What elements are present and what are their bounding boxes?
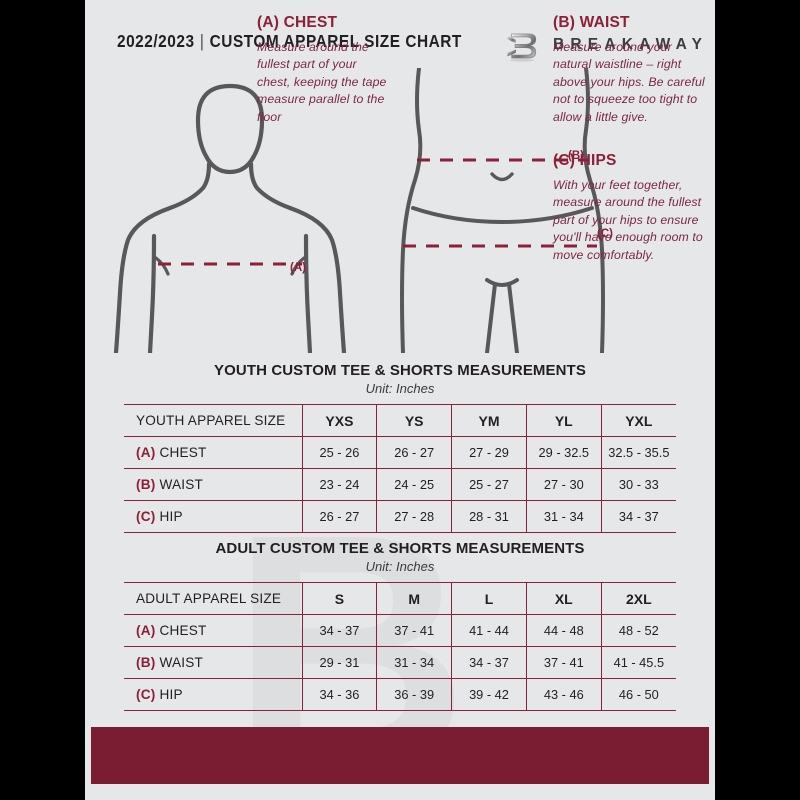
adult-cell-1-1: 31 - 34 xyxy=(376,646,453,679)
navel-icon xyxy=(490,172,514,182)
youth-row-label-1: (B) WAIST xyxy=(124,468,303,501)
table-header-row: ADULT APPAREL SIZE S M L XL 2XL xyxy=(124,582,676,615)
callout-chest-body: Measure around the fullest part of your … xyxy=(257,40,387,124)
youth-row-label-2: (C) HIP xyxy=(124,500,303,533)
youth-size-table: YOUTH APPAREL SIZE YXS YS YM YL YXL (A) … xyxy=(124,404,676,533)
lower-body-outline xyxy=(400,68,605,353)
youth-cell-2-0: 26 - 27 xyxy=(302,500,378,533)
waist-measure-label: (B) xyxy=(568,150,584,162)
size-chart-page: B 2022/2023 | CUSTOM APPAREL SIZE CHART xyxy=(85,0,715,800)
adult-size-col-3: XL xyxy=(526,582,602,615)
youth-size-header: YOUTH APPAREL SIZE xyxy=(124,404,303,437)
callout-waist-body: Measure around your natural waistline – … xyxy=(553,40,705,124)
callout-waist: (B) WAIST Measure around your natural wa… xyxy=(553,14,705,126)
table-row: (A) CHEST 25 - 26 26 - 27 27 - 29 29 - 3… xyxy=(124,436,676,469)
youth-cell-2-2: 28 - 31 xyxy=(451,500,527,533)
adult-cell-2-4: 46 - 50 xyxy=(601,678,676,711)
header-separator: | xyxy=(199,31,205,51)
youth-cell-2-3: 31 - 34 xyxy=(526,500,602,533)
adult-cell-1-4: 41 - 45.5 xyxy=(601,646,676,679)
youth-cell-1-0: 23 - 24 xyxy=(302,468,378,501)
footer-bar xyxy=(91,727,709,784)
adult-section-title: ADULT CUSTOM TEE & SHORTS MEASUREMENTS xyxy=(215,540,585,557)
table-row: (B) WAIST 29 - 31 31 - 34 34 - 37 37 - 4… xyxy=(124,646,676,679)
adult-row-label-0: (A) CHEST xyxy=(124,614,303,647)
adult-cell-1-3: 37 - 41 xyxy=(526,646,602,679)
callout-chest-heading: (A) CHEST xyxy=(257,14,338,31)
adult-cell-0-0: 34 - 37 xyxy=(302,614,378,647)
table-row: (A) CHEST 34 - 37 37 - 41 41 - 44 44 - 4… xyxy=(124,614,676,647)
youth-section-title: YOUTH CUSTOM TEE & SHORTS MEASUREMENTS xyxy=(214,362,586,379)
table-row: (C) HIP 34 - 36 36 - 39 39 - 42 43 - 46 … xyxy=(124,678,676,711)
youth-size-col-0: YXS xyxy=(302,404,378,437)
youth-cell-0-4: 32.5 - 35.5 xyxy=(601,436,676,469)
youth-cell-0-3: 29 - 32.5 xyxy=(526,436,602,469)
adult-cell-2-1: 36 - 39 xyxy=(376,678,453,711)
adult-cell-0-4: 48 - 52 xyxy=(601,614,676,647)
adult-cell-2-2: 39 - 42 xyxy=(451,678,527,711)
callout-hips-body: With your feet together, measure around … xyxy=(553,178,703,262)
chest-measure-label: (A) xyxy=(290,262,306,274)
youth-section-unit: Unit: Inches xyxy=(365,381,435,396)
header-title-group: 2022/2023 | CUSTOM APPAREL SIZE CHART xyxy=(117,31,462,52)
breakaway-b-logo-icon xyxy=(503,27,541,65)
adult-size-col-4: 2XL xyxy=(601,582,676,615)
callout-hips-heading: (C) HIPS xyxy=(553,152,617,169)
adult-cell-0-2: 41 - 44 xyxy=(451,614,527,647)
adult-size-header: ADULT APPAREL SIZE xyxy=(124,582,303,615)
youth-size-col-3: YL xyxy=(526,404,602,437)
adult-cell-2-0: 34 - 36 xyxy=(302,678,378,711)
upper-body-outline xyxy=(113,83,347,353)
callout-waist-heading: (B) WAIST xyxy=(553,14,630,31)
adult-cell-1-2: 34 - 37 xyxy=(451,646,527,679)
youth-cell-0-2: 27 - 29 xyxy=(451,436,527,469)
youth-cell-0-0: 25 - 26 xyxy=(302,436,378,469)
youth-cell-2-1: 27 - 28 xyxy=(376,500,453,533)
table-row: (B) WAIST 23 - 24 24 - 25 25 - 27 27 - 3… xyxy=(124,468,676,501)
adult-row-label-1: (B) WAIST xyxy=(124,646,303,679)
adult-size-col-1: M xyxy=(376,582,453,615)
adult-cell-0-3: 44 - 48 xyxy=(526,614,602,647)
youth-cell-1-2: 25 - 27 xyxy=(451,468,527,501)
table-row: (C) HIP 26 - 27 27 - 28 28 - 31 31 - 34 … xyxy=(124,500,676,533)
youth-size-col-4: YXL xyxy=(601,404,676,437)
page-title: CUSTOM APPAREL SIZE CHART xyxy=(209,31,462,51)
brand-wordmark: BREAKAWAY xyxy=(553,36,709,53)
callout-hips: (C) HIPS With your feet together, measur… xyxy=(553,152,709,264)
adult-row-label-2: (C) HIP xyxy=(124,678,303,711)
adult-size-col-2: L xyxy=(451,582,527,615)
youth-cell-1-4: 30 - 33 xyxy=(601,468,676,501)
adult-size-table: ADULT APPAREL SIZE S M L XL 2XL (A) CHES… xyxy=(124,582,676,711)
adult-section-unit: Unit: Inches xyxy=(365,559,435,574)
page-header: 2022/2023 | CUSTOM APPAREL SIZE CHART BR xyxy=(85,25,715,67)
adult-cell-0-1: 37 - 41 xyxy=(376,614,453,647)
adult-cell-1-0: 29 - 31 xyxy=(302,646,378,679)
adult-cell-2-3: 43 - 46 xyxy=(526,678,602,711)
youth-size-col-1: YS xyxy=(376,404,453,437)
youth-cell-0-1: 26 - 27 xyxy=(376,436,453,469)
adult-section: ADULT CUSTOM TEE & SHORTS MEASUREMENTS U… xyxy=(85,540,715,711)
callout-chest: (A) CHEST Measure around the fullest par… xyxy=(257,14,393,126)
youth-size-col-2: YM xyxy=(451,404,527,437)
youth-cell-1-1: 24 - 25 xyxy=(376,468,453,501)
header-season: 2022/2023 xyxy=(117,31,195,51)
hips-measure-label: (C) xyxy=(597,228,613,240)
table-header-row: YOUTH APPAREL SIZE YXS YS YM YL YXL xyxy=(124,404,676,437)
measurement-illustrations: (A) (B) (C) xyxy=(85,68,715,358)
youth-cell-2-4: 34 - 37 xyxy=(601,500,676,533)
adult-size-col-0: S xyxy=(302,582,378,615)
youth-row-label-0: (A) CHEST xyxy=(124,436,303,469)
youth-cell-1-3: 27 - 30 xyxy=(526,468,602,501)
youth-section: YOUTH CUSTOM TEE & SHORTS MEASUREMENTS U… xyxy=(85,362,715,533)
